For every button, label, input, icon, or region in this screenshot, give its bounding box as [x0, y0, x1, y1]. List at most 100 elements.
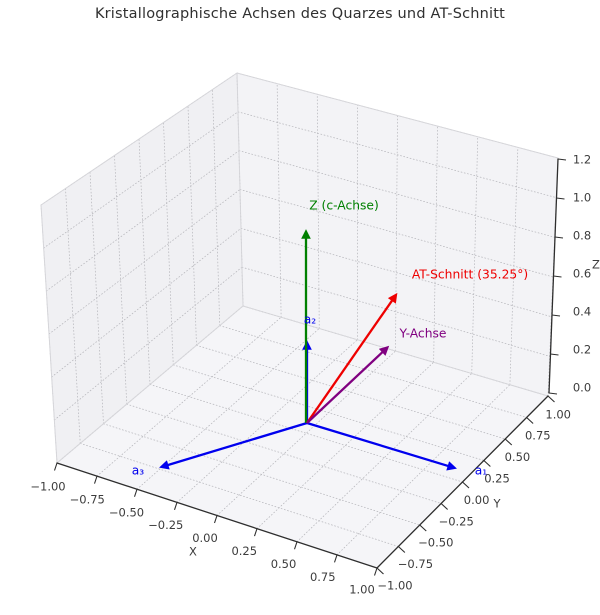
y-tick-label: −0.25 — [439, 514, 474, 528]
x-tick-mark — [213, 515, 218, 524]
vector-label-a1: a₁ — [475, 464, 488, 478]
z-tick-mark — [548, 392, 558, 395]
y-tick-label: 0.50 — [505, 450, 531, 464]
y-tick-mark — [526, 417, 534, 424]
y-tick-label: 0.25 — [484, 472, 510, 486]
grid-floor-x — [176, 339, 358, 503]
y-tick-mark — [504, 438, 513, 446]
right-wall-pane — [237, 73, 558, 396]
x-tick-label: −0.75 — [70, 492, 105, 506]
vector-arrow-a3 — [159, 421, 308, 470]
x-tick-mark — [93, 475, 98, 484]
y-tick-label: −0.75 — [398, 557, 433, 571]
x-tick-mark — [133, 489, 138, 497]
y-axis-label: Y — [492, 497, 501, 511]
x-tick-label: 0.00 — [192, 531, 218, 545]
grid-rightwall-x — [471, 136, 479, 374]
z-tick-mark — [551, 314, 561, 317]
vector-label-c-axis: Z (c-Achse) — [309, 199, 379, 213]
chart-title: Kristallographische Achsen des Quarzes u… — [94, 6, 506, 22]
y-tick-mark — [398, 546, 406, 553]
x-tick-mark — [173, 502, 178, 511]
pane-edge — [40, 204, 58, 464]
x-tick-label: −1.00 — [30, 480, 65, 494]
grid-rightwall-z — [237, 111, 557, 199]
vector-arrow-at-cut — [306, 292, 398, 424]
grid-rightwall-z — [241, 266, 551, 357]
z-tick-mark — [554, 236, 564, 239]
y-tick-mark — [376, 567, 384, 575]
tick-labels: −1.00−0.75−0.50−0.250.000.250.500.751.00… — [30, 153, 591, 597]
grid-floor-y — [172, 364, 485, 461]
axis-letter-labels: X Y Z — [189, 258, 600, 559]
vector-labels: a₁ a₃ a₂ Z (c-Achse) AT-Schnitt (35.25°) Y-Ac… — [132, 199, 528, 478]
z-tick-mark — [557, 158, 567, 161]
tick-marks — [53, 158, 567, 576]
z-tick-mark — [550, 353, 559, 356]
vector-label-at-cut: AT-Schnitt (35.25°) — [412, 268, 528, 282]
z-axis-label: Z — [592, 258, 600, 272]
y-tick-mark — [483, 460, 491, 467]
y-tick-mark — [440, 503, 448, 510]
x-tick-mark — [333, 554, 338, 563]
z-tick-label: 0.2 — [573, 343, 591, 357]
grid-leftwall-z — [45, 150, 240, 292]
x-tick-label: 0.75 — [310, 570, 336, 584]
y-tick-mark — [419, 524, 427, 532]
grid-rightwall-x — [433, 125, 438, 363]
z-tick-label: 0.4 — [573, 305, 591, 319]
grid-leftwall-z — [53, 266, 243, 421]
vector-label-a2: a₂ — [304, 313, 317, 327]
z-tick-label: 0.6 — [573, 267, 591, 281]
grid-floor-y — [219, 325, 527, 418]
grid-lines — [40, 72, 559, 569]
x-tick-label: −0.50 — [109, 505, 144, 519]
x-tick-label: −0.25 — [148, 518, 183, 532]
grid-floor-x — [216, 350, 396, 516]
vector-arrow-y-axis — [306, 345, 390, 424]
vector-arrow-a1 — [306, 421, 457, 471]
pane-edge — [236, 72, 559, 159]
grid-floor-y — [126, 403, 442, 504]
z-tick-label: 0.0 — [573, 381, 591, 395]
y-tick-label: −1.00 — [377, 579, 412, 593]
x-tick-mark — [293, 541, 298, 550]
vector-arrows — [159, 229, 457, 471]
grid-rightwall-x — [395, 115, 398, 352]
x-axis-label: X — [189, 545, 197, 559]
x-tick-mark — [53, 462, 58, 471]
y-tick-label: −0.50 — [418, 536, 453, 550]
y-tick-label: 0.75 — [525, 429, 551, 443]
z-tick-label: 1.0 — [573, 191, 591, 205]
pane-edge — [236, 72, 244, 307]
grid-floor-x — [256, 361, 434, 529]
pane-edges — [40, 72, 559, 464]
y-tick-mark — [547, 395, 555, 403]
pane-edge — [242, 305, 549, 397]
x-tick-label: 1.00 — [349, 583, 375, 597]
grid-leftwall-z — [48, 189, 241, 335]
grid-leftwall-z — [43, 111, 239, 249]
x-tick-mark — [253, 528, 258, 537]
vector-label-y-axis: Y-Achse — [399, 327, 447, 341]
z-tick-mark — [553, 275, 562, 278]
grid-floor-x — [96, 316, 282, 477]
z-tick-label: 1.2 — [573, 153, 591, 167]
x-tick-mark — [373, 567, 378, 576]
grid-floor-y — [79, 443, 399, 547]
y-tick-mark — [462, 481, 470, 489]
y-tick-label: 0.00 — [464, 493, 490, 507]
grid-floor-x — [296, 373, 473, 543]
grid-rightwall-z — [239, 189, 554, 278]
grid-rightwall-z — [240, 227, 552, 318]
x-tick-label: 0.25 — [231, 544, 257, 558]
left-wall-pane — [41, 73, 243, 463]
grid-floor-x — [336, 384, 511, 556]
z-tick-label: 0.8 — [573, 229, 591, 243]
pane-edge — [40, 72, 238, 206]
grid-floor-y — [103, 423, 421, 526]
grid-floor-y — [196, 344, 506, 440]
y-tick-label: 1.00 — [545, 407, 571, 421]
